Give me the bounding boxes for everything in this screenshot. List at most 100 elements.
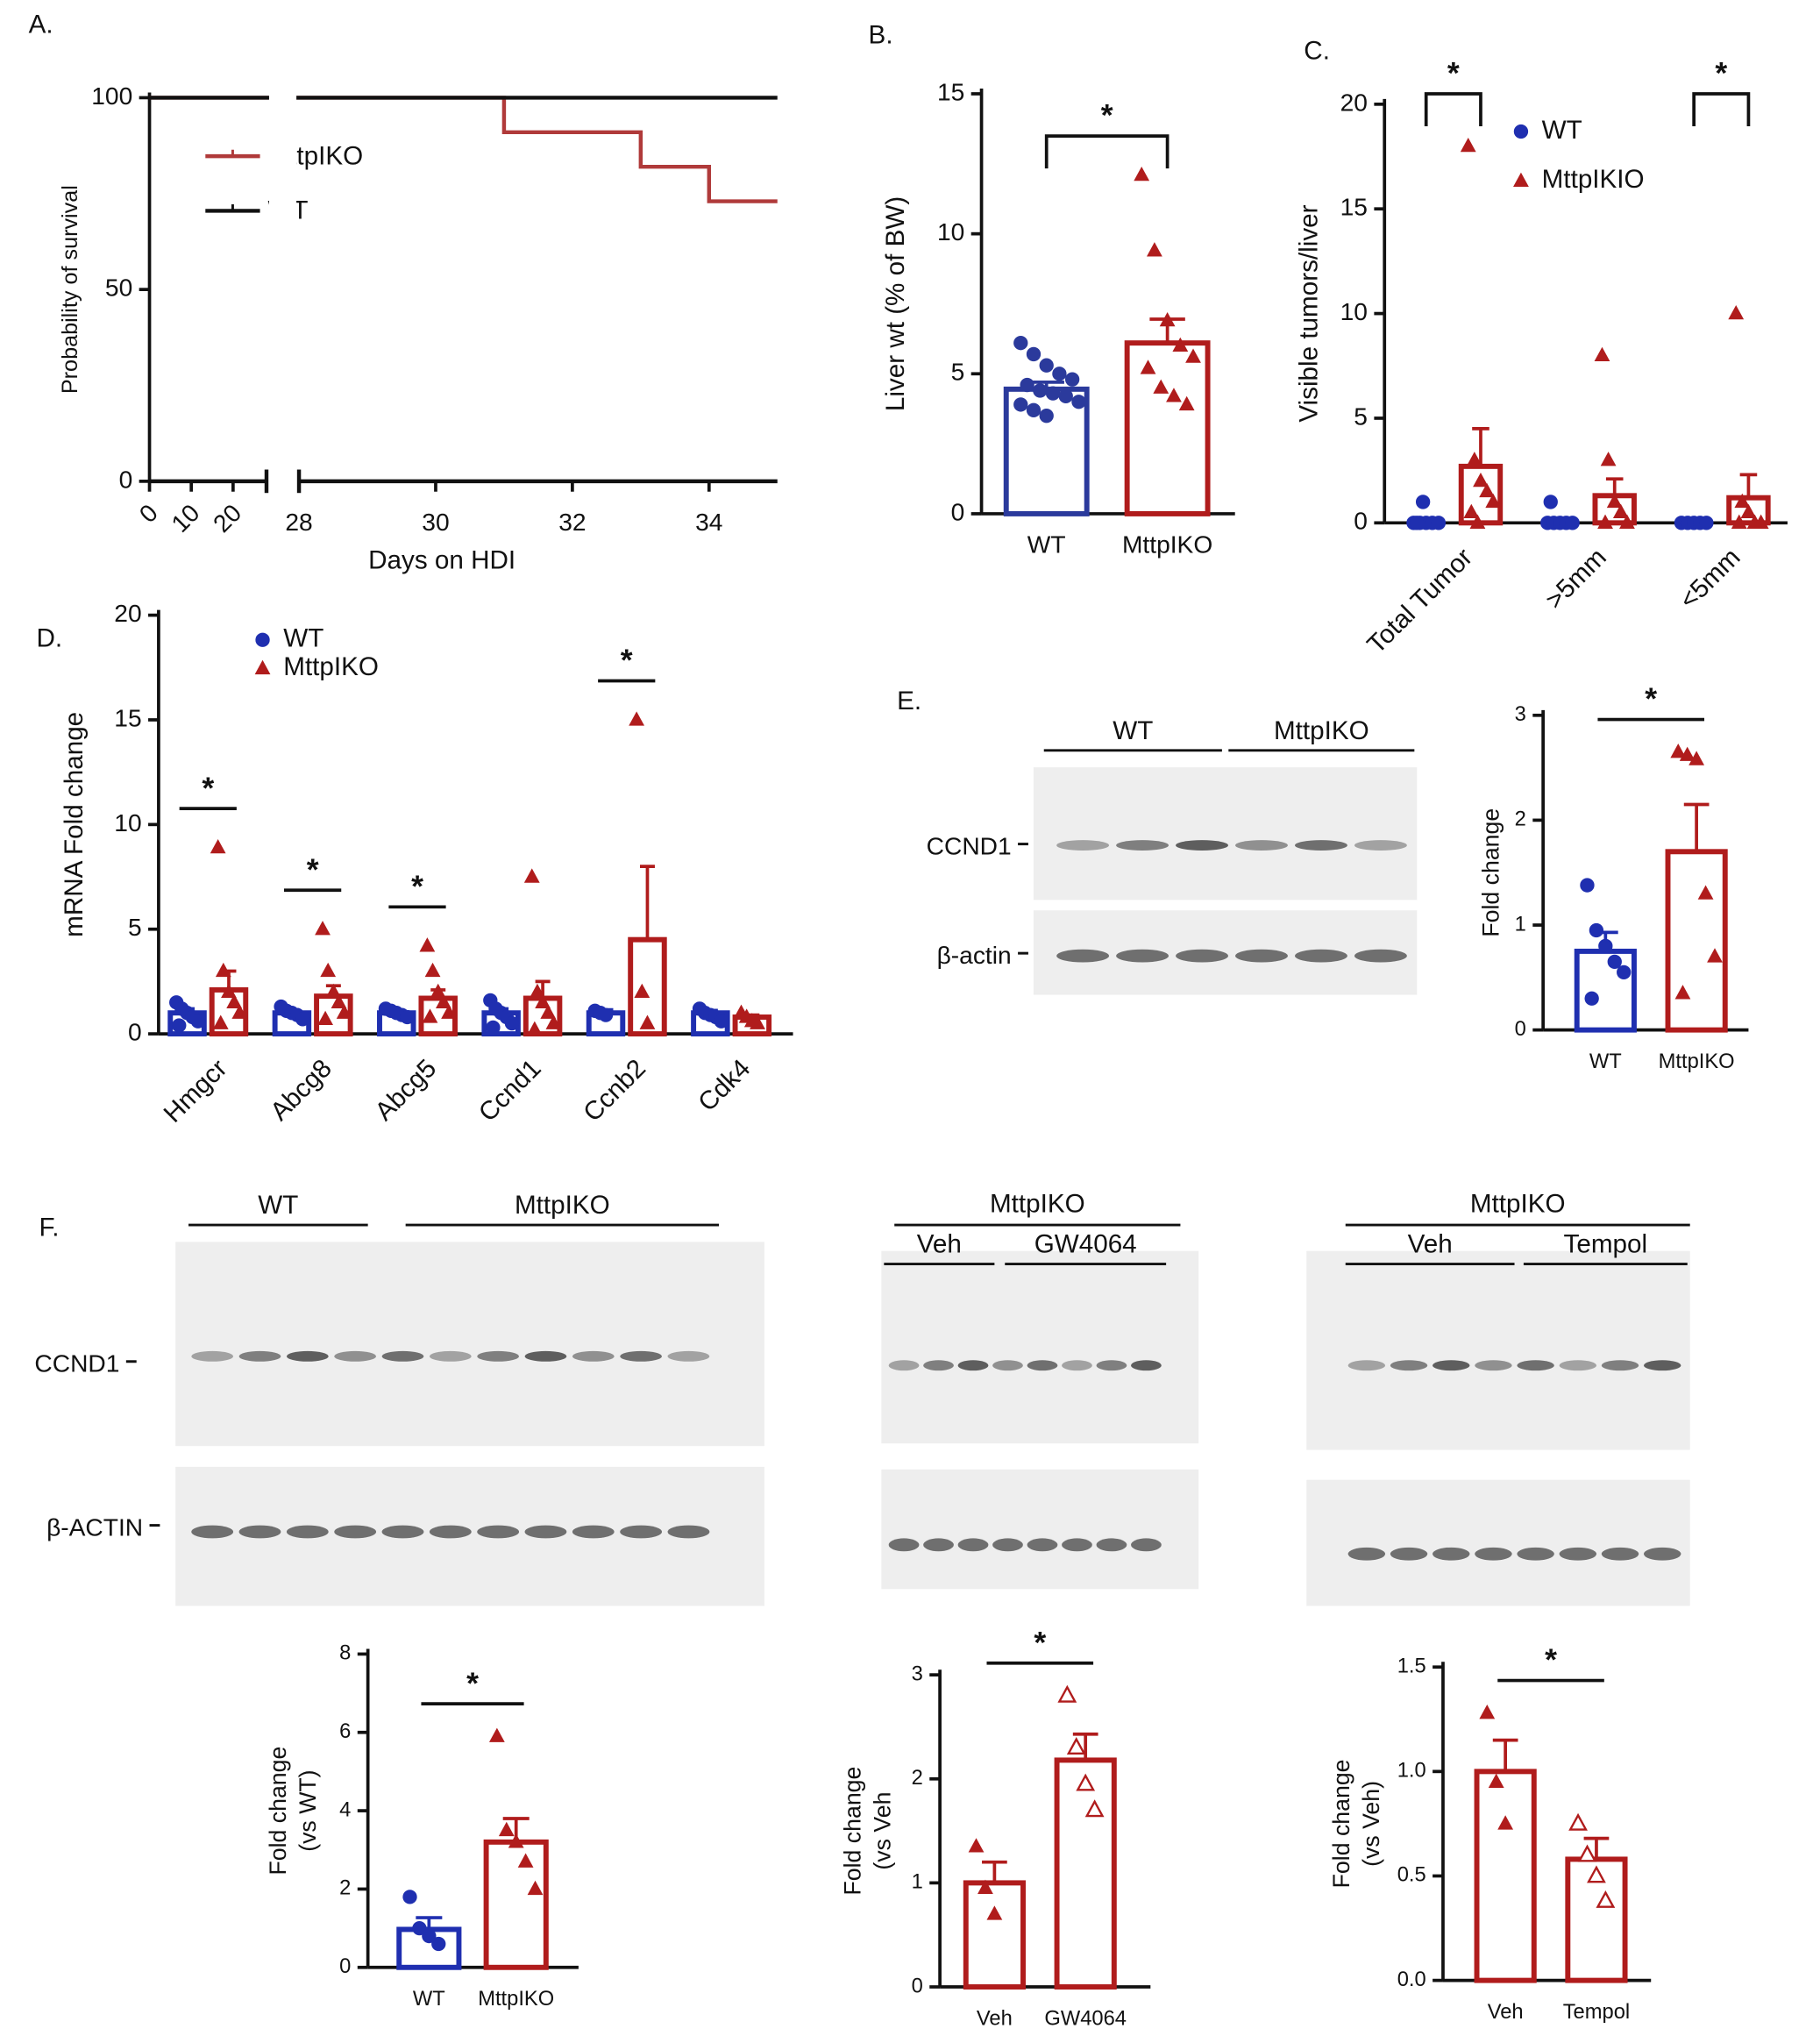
- data-point: [1728, 304, 1745, 320]
- y-tick-label: 2: [339, 1877, 351, 1900]
- y-axis-label: Fold change: [1477, 808, 1504, 937]
- y-tick-label: 10: [1340, 297, 1368, 325]
- data-point: [1045, 386, 1061, 401]
- data-point: [1172, 337, 1189, 352]
- data-point: [315, 921, 331, 936]
- blot-band: [1390, 1360, 1428, 1371]
- y-tick-label: 15: [1340, 193, 1368, 221]
- y-tick-label: 10: [937, 217, 964, 246]
- x-tick-label: 0: [133, 498, 163, 528]
- data-point: [1707, 948, 1723, 963]
- bar: [963, 1880, 1026, 1990]
- blot-band: [620, 1350, 663, 1362]
- y-tick-label: 3: [912, 1662, 923, 1685]
- bar: [483, 1839, 549, 1970]
- data-point: [1607, 954, 1622, 970]
- y-axis-label: Fold change: [839, 1767, 865, 1896]
- bar: [1665, 849, 1728, 1033]
- band-label: β-ACTIN: [46, 1513, 143, 1541]
- data-point: [1409, 516, 1425, 530]
- data-point: [1568, 1812, 1588, 1831]
- data-point: [1734, 493, 1751, 509]
- data-point: [320, 962, 337, 978]
- blot-band: [524, 1525, 567, 1539]
- data-point: [221, 983, 237, 999]
- group-label: Veh: [1408, 1230, 1453, 1259]
- blot-band: [888, 1360, 920, 1371]
- blot-band: [1295, 949, 1347, 963]
- blot-band: [1559, 1360, 1597, 1371]
- y-tick-label: 50: [105, 274, 132, 302]
- data-point: [431, 1936, 446, 1952]
- y-axis-label: Liver wt (% of BW): [881, 196, 910, 411]
- data-point: [402, 1890, 417, 1904]
- data-point: [486, 1020, 501, 1036]
- data-point: [523, 868, 540, 883]
- data-point: [412, 1920, 427, 1936]
- data-point: [517, 1853, 534, 1868]
- data-point: [430, 983, 446, 999]
- data-point: [1488, 1773, 1504, 1788]
- data-point: [422, 1928, 437, 1944]
- data-point: [1699, 516, 1714, 530]
- data-point: [1688, 751, 1705, 765]
- data-point: [295, 1012, 310, 1027]
- legend-label: WT: [283, 624, 323, 653]
- data-point: [714, 1014, 729, 1029]
- blot-band: [888, 1538, 920, 1552]
- significance-label: *: [1101, 98, 1113, 133]
- x-tick-label: 32: [558, 508, 586, 536]
- data-point: [1039, 409, 1054, 424]
- data-point: [1497, 1815, 1514, 1830]
- data-point: [1460, 137, 1476, 153]
- data-point: [639, 1014, 656, 1029]
- band-label: β-actin: [937, 941, 1012, 969]
- data-point: [1597, 514, 1613, 529]
- y-tick-label: 0: [951, 497, 965, 525]
- data-point: [254, 659, 271, 675]
- y-tick-label: 10: [114, 808, 141, 836]
- data-point: [1740, 503, 1757, 519]
- data-point: [172, 1018, 187, 1033]
- error-bar: [1605, 477, 1624, 496]
- data-point: [422, 1008, 438, 1023]
- blot-band: [191, 1525, 234, 1539]
- blot-band: [381, 1350, 424, 1362]
- blot-band: [1027, 1538, 1058, 1552]
- y-tick-label: 0.5: [1397, 1864, 1426, 1887]
- data-point: [1543, 495, 1558, 509]
- y-tick-label: 5: [951, 358, 965, 386]
- panel-label: F.: [39, 1213, 59, 1242]
- data-point: [530, 983, 545, 999]
- data-point: [1153, 379, 1169, 394]
- data-point: [1057, 1684, 1077, 1703]
- data-point: [750, 1014, 765, 1029]
- x-tick-label: Total Tumor: [1361, 543, 1478, 659]
- blot-band: [477, 1350, 520, 1362]
- data-point: [1485, 493, 1502, 509]
- data-point: [508, 1833, 524, 1848]
- blot-band: [1354, 949, 1407, 963]
- y-tick-label: 0.0: [1397, 1968, 1426, 1991]
- data-point: [1606, 493, 1623, 509]
- x-tick-label: 30: [422, 508, 449, 536]
- data-point: [535, 993, 551, 1008]
- blot-band: [1517, 1547, 1554, 1561]
- data-point: [1584, 991, 1599, 1006]
- blot-band: [1116, 840, 1169, 851]
- data-point: [325, 983, 342, 999]
- y-axis-label: mRNA Fold change: [60, 712, 89, 937]
- significance-label: *: [1034, 1625, 1046, 1660]
- blot-band: [1176, 949, 1228, 963]
- data-point: [1479, 482, 1495, 498]
- blot-band: [1347, 1360, 1386, 1371]
- data-point: [1513, 172, 1529, 188]
- y-tick-label: 3: [1515, 703, 1526, 726]
- error-bar: [1072, 1732, 1098, 1761]
- data-point: [1076, 1773, 1096, 1791]
- x-axis-label: Days on HDI: [368, 546, 515, 575]
- y-tick-label: 0: [128, 1018, 142, 1046]
- legend-label: WT: [1542, 116, 1582, 145]
- y-tick-label: 1: [1515, 913, 1526, 936]
- blot-band: [1096, 1360, 1127, 1371]
